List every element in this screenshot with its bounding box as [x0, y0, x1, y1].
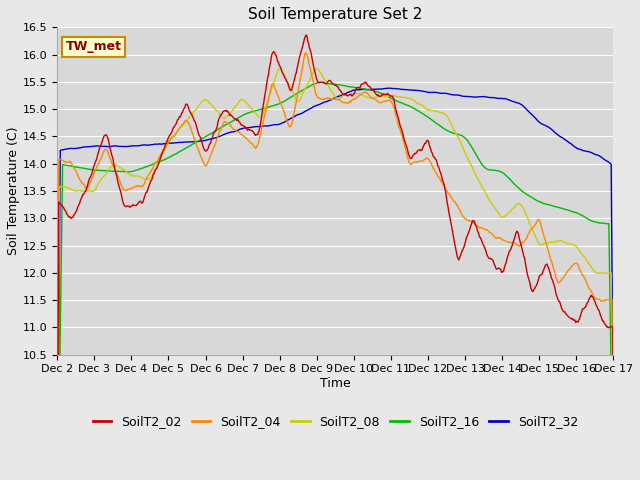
SoilT2_32	[63, 146, 71, 152]
SoilT2_16	[404, 103, 412, 108]
SoilT2_08	[420, 104, 428, 109]
SoilT2_16	[420, 111, 428, 117]
SoilT2_02	[177, 112, 185, 118]
SoilT2_16	[177, 148, 185, 154]
SoilT2_16	[316, 79, 324, 85]
SoilT2_08	[177, 124, 185, 130]
Line: SoilT2_02: SoilT2_02	[57, 35, 614, 480]
Line: SoilT2_32: SoilT2_32	[57, 88, 614, 480]
Y-axis label: Soil Temperature (C): Soil Temperature (C)	[7, 127, 20, 255]
SoilT2_32	[404, 87, 412, 93]
Title: Soil Temperature Set 2: Soil Temperature Set 2	[248, 7, 422, 22]
SoilT2_16	[207, 131, 214, 137]
SoilT2_08	[63, 185, 71, 191]
SoilT2_08	[276, 65, 284, 71]
SoilT2_32	[121, 144, 129, 149]
SoilT2_02	[404, 147, 412, 153]
SoilT2_04	[177, 123, 185, 129]
X-axis label: Time: Time	[320, 377, 351, 390]
SoilT2_04	[301, 50, 309, 56]
SoilT2_04	[63, 159, 71, 165]
Text: TW_met: TW_met	[65, 40, 122, 53]
SoilT2_08	[404, 95, 412, 101]
Line: SoilT2_16: SoilT2_16	[57, 82, 614, 480]
SoilT2_32	[385, 85, 393, 91]
SoilT2_08	[207, 101, 214, 107]
Line: SoilT2_04: SoilT2_04	[57, 53, 614, 480]
SoilT2_04	[420, 157, 428, 163]
SoilT2_04	[53, 464, 61, 470]
SoilT2_04	[121, 187, 129, 193]
Legend: SoilT2_02, SoilT2_04, SoilT2_08, SoilT2_16, SoilT2_32: SoilT2_02, SoilT2_04, SoilT2_08, SoilT2_…	[88, 410, 583, 433]
SoilT2_32	[207, 136, 214, 142]
SoilT2_02	[121, 203, 129, 209]
SoilT2_32	[177, 140, 185, 145]
SoilT2_02	[63, 212, 71, 217]
SoilT2_02	[303, 32, 310, 38]
SoilT2_02	[207, 141, 214, 146]
SoilT2_16	[121, 168, 129, 174]
SoilT2_02	[420, 143, 428, 148]
SoilT2_32	[420, 89, 428, 95]
SoilT2_04	[404, 155, 412, 160]
SoilT2_08	[121, 167, 129, 173]
SoilT2_32	[610, 448, 618, 454]
SoilT2_02	[610, 475, 618, 480]
Line: SoilT2_08: SoilT2_08	[57, 68, 614, 480]
SoilT2_04	[207, 153, 214, 159]
SoilT2_16	[63, 163, 71, 168]
